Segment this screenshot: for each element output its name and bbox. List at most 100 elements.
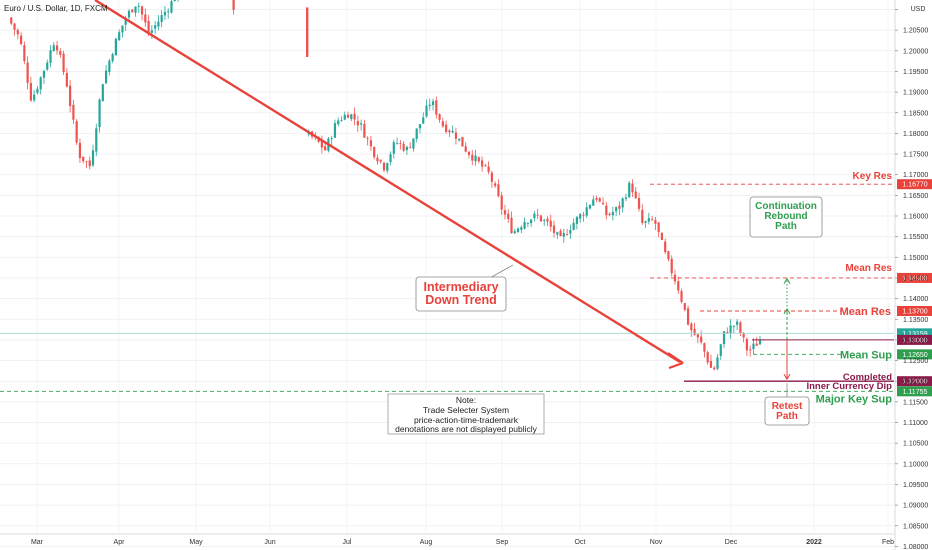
candle-body: [36, 88, 39, 93]
candle: [121, 25, 124, 38]
candle-body: [641, 209, 644, 223]
candle: [700, 330, 703, 345]
candle: [592, 195, 595, 206]
candle: [42, 70, 46, 84]
candle-body: [49, 50, 52, 63]
candle: [324, 143, 327, 151]
candle-body: [497, 184, 500, 197]
candle: [137, 2, 140, 13]
time-tick-label: Oct: [575, 539, 586, 546]
candle-body: [157, 21, 160, 27]
candle-body: [448, 130, 451, 133]
candle-body: [431, 101, 435, 106]
candle-body: [516, 228, 520, 233]
candle: [26, 56, 29, 90]
candle: [579, 212, 582, 223]
candle-body: [484, 165, 487, 167]
candle-body: [690, 323, 693, 331]
time-tick-label: Nov: [650, 539, 663, 546]
candle-body: [758, 340, 762, 345]
candle: [346, 111, 350, 118]
price-tick-label: 1.20000: [903, 48, 928, 55]
candle-body: [539, 215, 543, 222]
candle-body: [422, 117, 425, 124]
candle: [428, 98, 431, 111]
key-res-label: Key Res: [853, 171, 893, 182]
candle: [618, 201, 621, 216]
mean-res-label: Mean Res: [840, 306, 891, 318]
candle: [33, 90, 36, 103]
candle-body: [693, 328, 696, 335]
candle: [108, 58, 111, 76]
candle-body: [29, 83, 32, 101]
candle-body: [154, 25, 157, 29]
candle-body: [147, 20, 150, 34]
rebound-arrowhead-upper: [783, 277, 791, 285]
price-tick-label: 1.15500: [903, 234, 928, 241]
candle: [641, 204, 644, 225]
candle-body: [513, 231, 516, 234]
candle-body: [507, 213, 510, 219]
candle: [530, 219, 533, 227]
candle-body: [683, 303, 686, 310]
candle-body: [719, 344, 722, 356]
candle-body: [395, 142, 399, 144]
price-tick-label: 1.14000: [903, 296, 928, 303]
candle: [167, 8, 170, 19]
candle-body: [134, 6, 137, 13]
candle: [732, 325, 735, 333]
candle-body: [536, 214, 539, 216]
down-trend-callout: [415, 276, 507, 312]
candle-body: [618, 205, 621, 209]
candle-body: [467, 151, 471, 156]
down-trend-arrowhead: [667, 352, 684, 370]
candle: [320, 135, 323, 154]
candle-body: [621, 198, 624, 208]
candle: [536, 208, 539, 219]
candle-body: [703, 343, 706, 352]
candle: [62, 50, 65, 76]
candle-body: [382, 162, 386, 171]
price-tick-label: 1.12000: [903, 379, 928, 386]
candle: [98, 98, 101, 133]
time-tick-label: Apr: [114, 539, 126, 546]
rebound-label-2: Rebound: [764, 211, 807, 222]
candle-body: [477, 157, 480, 162]
entry-tag: [897, 334, 932, 345]
major-key-sup-tag-text: 1.11755: [903, 389, 928, 396]
candle-body: [131, 9, 134, 13]
time-tick-label: Sep: [496, 539, 509, 546]
candle-body: [552, 225, 556, 233]
candle: [637, 192, 641, 212]
candle: [484, 163, 487, 167]
current-price-tag-text: 1.13159: [902, 331, 927, 338]
price-tick-label: 1.13000: [903, 337, 928, 344]
candle-body: [435, 100, 438, 115]
candle-body: [490, 172, 493, 182]
candle-body: [337, 120, 340, 125]
candle: [520, 225, 523, 234]
candle: [386, 162, 389, 174]
candle: [696, 333, 699, 344]
candle: [749, 345, 752, 357]
price-tick-label: 1.13500: [903, 317, 928, 324]
candle-body: [16, 30, 19, 35]
candle-body: [346, 114, 350, 118]
candle-body: [445, 124, 448, 133]
candle-body: [88, 160, 91, 167]
candle: [621, 197, 624, 213]
mean-sup-label: Mean Sup: [840, 349, 892, 361]
note-line-1: Note:: [456, 395, 476, 405]
candle-body: [624, 197, 628, 199]
candle-body: [82, 156, 85, 162]
candle-body: [72, 104, 75, 120]
candle: [752, 338, 755, 355]
candle-body: [111, 54, 114, 62]
candle: [677, 276, 680, 294]
candle-body: [464, 146, 467, 152]
candle: [624, 193, 628, 202]
candle: [39, 76, 42, 95]
candle-body: [546, 218, 549, 222]
time-tick-label: Jun: [264, 539, 275, 546]
